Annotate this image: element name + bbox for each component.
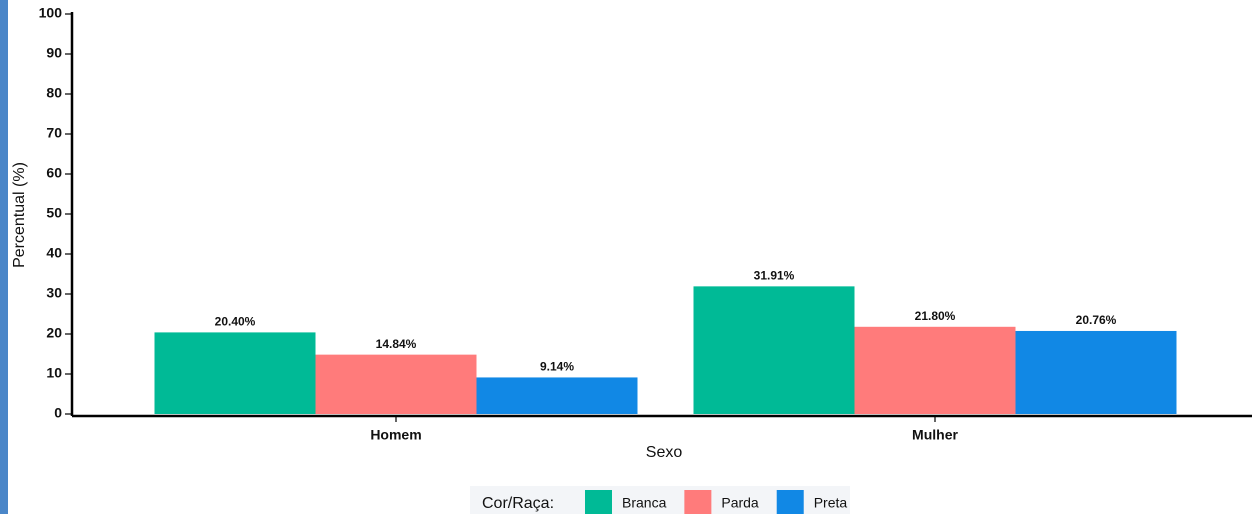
bar: [476, 377, 638, 414]
y-tick-label: 10: [46, 365, 62, 381]
frame-strip: [0, 0, 8, 514]
bar: [315, 354, 477, 414]
x-tick-label: Homem: [370, 427, 421, 443]
bar: [693, 286, 855, 414]
value-label: 14.84%: [376, 337, 417, 351]
legend-swatch: [776, 490, 804, 514]
value-label: 20.76%: [1076, 313, 1117, 327]
y-axis-label: Percentual (%): [11, 162, 28, 268]
x-axis-label: Sexo: [646, 444, 683, 461]
bar: [1015, 330, 1177, 414]
y-tick-label: 20: [46, 325, 62, 341]
value-label: 20.40%: [215, 315, 256, 329]
y-tick-label: 70: [46, 125, 62, 141]
value-label: 31.91%: [754, 269, 795, 283]
legend-label: Branca: [622, 495, 667, 511]
bar: [854, 326, 1016, 414]
legend-title: Cor/Raça:: [482, 495, 554, 512]
legend-label: Parda: [721, 495, 759, 511]
value-label: 21.80%: [915, 309, 956, 323]
value-label: 9.14%: [540, 360, 574, 374]
y-tick-label: 50: [46, 205, 62, 221]
bar: [154, 332, 316, 414]
y-tick-label: 0: [54, 405, 62, 421]
legend-swatch: [585, 490, 612, 514]
x-tick-label: Mulher: [912, 427, 958, 443]
y-tick-label: 40: [46, 245, 62, 261]
y-tick-label: 30: [46, 285, 62, 301]
legend-label: Preta: [814, 495, 848, 511]
y-tick-label: 90: [46, 45, 62, 61]
y-tick-label: 80: [46, 85, 62, 101]
y-tick-label: 60: [46, 165, 62, 181]
legend-swatch: [684, 490, 712, 514]
y-tick-label: 100: [39, 5, 63, 21]
